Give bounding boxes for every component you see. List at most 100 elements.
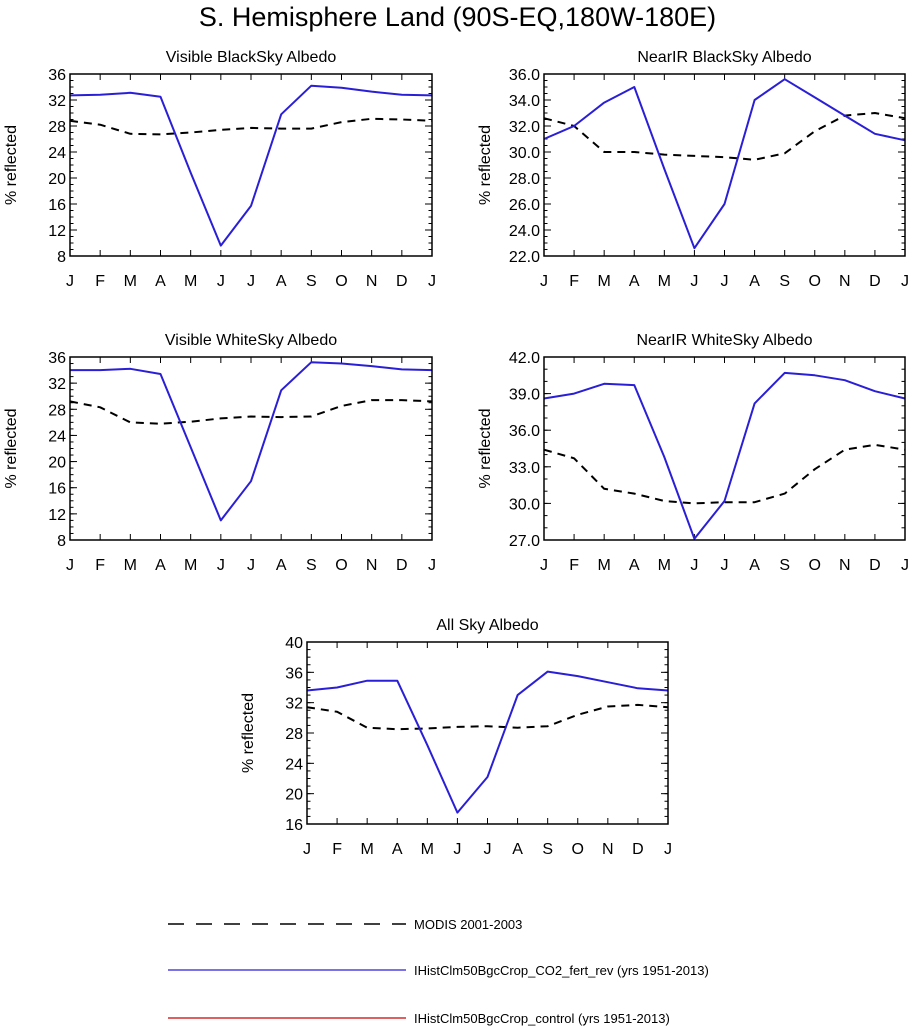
panel-title: Visible BlackSky Albedo	[166, 49, 337, 66]
x-tick-label: J	[690, 557, 698, 574]
y-tick-label: 26.0	[509, 197, 540, 214]
x-tick-label: N	[839, 557, 851, 574]
x-tick-label: F	[569, 273, 579, 290]
co2-fert-series-line	[69, 84, 433, 247]
y-axis-label: % reflected	[3, 125, 20, 205]
co2-fert-series-line	[306, 670, 669, 814]
y-tick-label: 28	[48, 119, 66, 136]
y-tick-label: 36.0	[509, 423, 540, 440]
y-axis-label: % reflected	[3, 408, 20, 488]
x-tick-label: J	[484, 841, 492, 858]
y-tick-label: 20	[285, 787, 303, 804]
y-tick-label: 33.0	[509, 460, 540, 477]
x-tick-label: D	[396, 557, 408, 574]
x-tick-label: M	[184, 557, 197, 574]
y-tick-label: 32.0	[509, 119, 540, 136]
x-tick-label: F	[569, 557, 579, 574]
x-tick-label: J	[217, 557, 225, 574]
y-tick-label: 8	[57, 533, 66, 550]
panel-title: All Sky Albedo	[436, 617, 538, 634]
y-tick-label: 36	[285, 665, 303, 682]
x-tick-label: S	[306, 557, 317, 574]
x-tick-label: M	[361, 841, 374, 858]
x-tick-label: A	[749, 273, 760, 290]
x-tick-label: S	[779, 273, 790, 290]
x-tick-label: J	[428, 557, 436, 574]
x-tick-label: J	[217, 273, 225, 290]
y-tick-label: 34.0	[509, 93, 540, 110]
x-tick-label: J	[664, 841, 672, 858]
x-tick-label: J	[66, 273, 74, 290]
panel-title: Visible WhiteSky Albedo	[165, 332, 337, 349]
x-tick-label: O	[572, 841, 584, 858]
x-tick-label: J	[540, 557, 548, 574]
x-tick-label: A	[629, 557, 640, 574]
modis-series-line	[306, 703, 669, 731]
y-tick-label: 32	[48, 376, 66, 393]
x-tick-label: M	[658, 557, 671, 574]
panel-title: NearIR WhiteSky Albedo	[636, 332, 812, 349]
y-axis-label: % reflected	[477, 408, 494, 488]
x-tick-label: M	[421, 841, 434, 858]
y-tick-label: 8	[57, 249, 66, 266]
y-tick-label: 27.0	[509, 533, 540, 550]
legend-label: IHistClm50BgcCrop_control (yrs 1951-2013…	[414, 1011, 670, 1026]
x-tick-label: O	[335, 273, 347, 290]
x-tick-label: A	[155, 273, 166, 290]
y-tick-label: 36	[48, 350, 66, 367]
chart-panel: Visible BlackSky Albedo % reflected J F M A M J…	[3, 49, 436, 290]
x-tick-label: M	[598, 557, 611, 574]
x-tick-label: A	[629, 273, 640, 290]
page-title: S. Hemisphere Land (90S-EQ,180W-180E)	[198, 2, 717, 32]
x-tick-label: D	[396, 273, 408, 290]
plot-frame	[69, 73, 433, 257]
co2-fert-series-line	[543, 371, 906, 540]
x-tick-label: D	[632, 841, 644, 858]
legend-label: MODIS 2001-2003	[414, 917, 522, 932]
modis-series-line	[69, 117, 433, 136]
y-tick-label: 36	[48, 67, 66, 84]
x-tick-label: J	[721, 273, 729, 290]
x-tick-label: M	[598, 273, 611, 290]
y-tick-label: 28	[48, 402, 66, 419]
x-tick-label: N	[366, 273, 378, 290]
y-tick-label: 32	[285, 696, 303, 713]
x-tick-label: A	[512, 841, 523, 858]
x-tick-label: M	[124, 557, 137, 574]
y-tick-label: 30.0	[509, 145, 540, 162]
modis-series-line	[69, 399, 433, 425]
y-tick-label: 24.0	[509, 223, 540, 240]
y-tick-label: 12	[48, 507, 66, 524]
legend-label: IHistClm50BgcCrop_CO2_fert_rev (yrs 1951…	[414, 963, 709, 978]
x-tick-label: F	[95, 557, 105, 574]
y-axis-label: % reflected	[240, 693, 257, 773]
y-tick-label: 30.0	[509, 496, 540, 513]
x-tick-label: J	[247, 557, 255, 574]
x-tick-label: N	[839, 273, 851, 290]
panel-title: NearIR BlackSky Albedo	[637, 49, 811, 66]
y-tick-label: 40	[285, 635, 303, 652]
y-tick-label: 28	[285, 726, 303, 743]
x-tick-label: J	[901, 273, 909, 290]
x-tick-label: J	[721, 557, 729, 574]
y-tick-label: 42.0	[509, 350, 540, 367]
y-tick-label: 20	[48, 455, 66, 472]
x-tick-label: J	[901, 557, 909, 574]
modis-series-line	[543, 443, 906, 505]
chart-panel: Visible WhiteSky Albedo % reflected J F M A M J…	[3, 332, 436, 574]
x-tick-label: J	[247, 273, 255, 290]
x-tick-label: A	[276, 557, 287, 574]
y-tick-label: 16	[48, 197, 66, 214]
plot-frame	[69, 356, 433, 541]
y-tick-label: 12	[48, 223, 66, 240]
x-tick-label: M	[184, 273, 197, 290]
x-tick-label: M	[124, 273, 137, 290]
chart-panel: NearIR WhiteSky Albedo % reflected J F M A M J J…	[477, 332, 909, 574]
y-tick-label: 36.0	[509, 67, 540, 84]
y-axis-label: % reflected	[477, 125, 494, 205]
x-tick-label: O	[809, 273, 821, 290]
x-tick-label: O	[335, 557, 347, 574]
y-tick-label: 16	[48, 481, 66, 498]
